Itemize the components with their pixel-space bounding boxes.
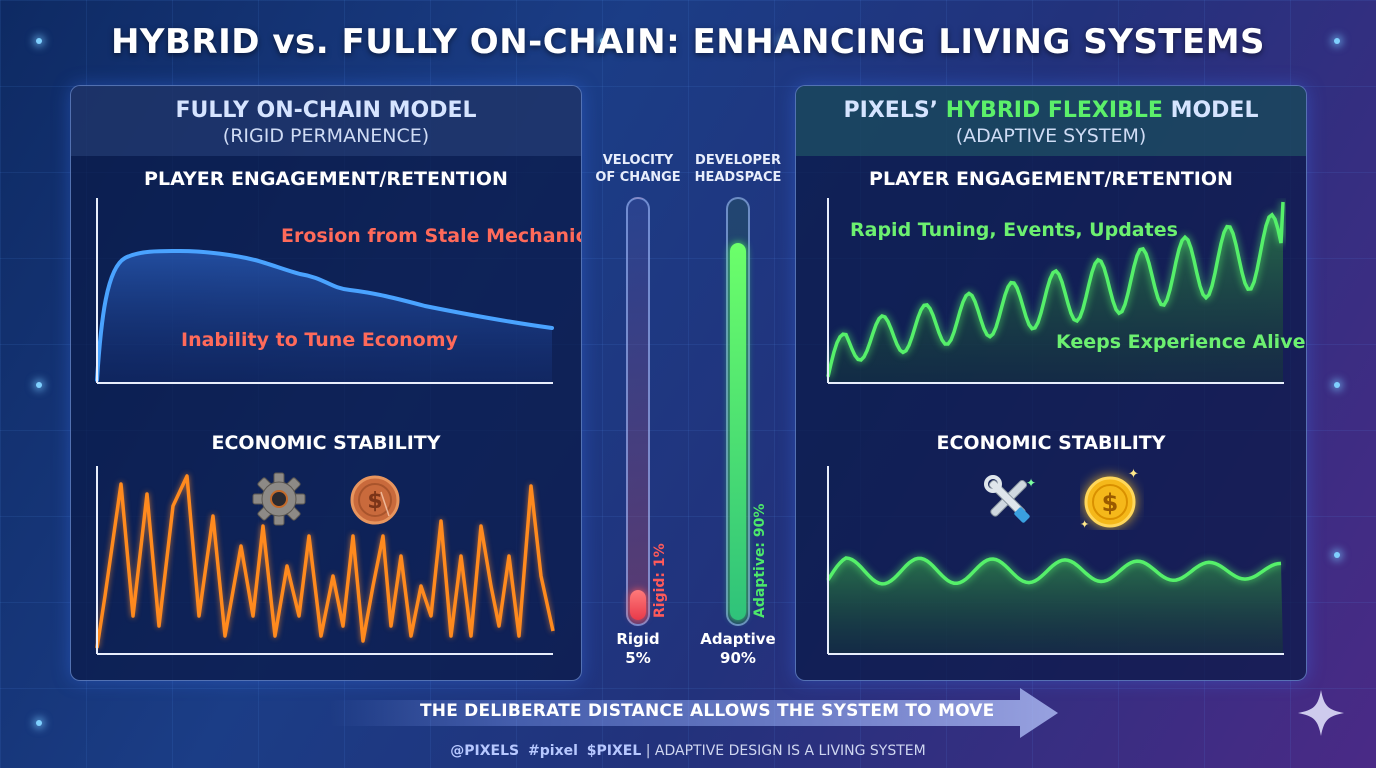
growth-area <box>828 202 1283 383</box>
meter-track <box>726 197 750 626</box>
engagement-chart <box>826 198 1285 384</box>
footer-ticker: $PIXEL <box>586 743 642 759</box>
svg-text:$: $ <box>1102 489 1119 517</box>
glow-dot <box>36 38 42 44</box>
keeps-alive-label: Keeps Experience Alive <box>1056 331 1306 353</box>
svg-text:$: $ <box>367 489 382 514</box>
title-pre: PIXELS’ <box>843 98 946 123</box>
footer-tag: #pixel <box>528 743 578 759</box>
glow-dot <box>36 382 42 388</box>
meter-head: DEVELOPER HEADSPACE <box>694 153 782 185</box>
stable-area <box>828 558 1283 654</box>
panel-header: FULLY ON-CHAIN MODEL (RIGID PERMANENCE) <box>71 86 581 156</box>
engagement-chart <box>95 198 554 384</box>
wrench-screwdriver-icon: ✦ <box>984 475 1036 523</box>
glow-dot <box>36 720 42 726</box>
engagement-line <box>95 248 554 382</box>
economy-title: ECONOMIC STABILITY <box>936 432 1166 454</box>
economy-volatile-line <box>95 474 555 649</box>
meter-track <box>626 197 650 626</box>
panel-header: PIXELS’ HYBRID FLEXIBLE MODEL (ADAPTIVE … <box>796 86 1306 156</box>
meter-vertical-label: Adaptive: 90% <box>752 503 768 618</box>
engagement-title: PLAYER ENGAGEMENT/RETENTION <box>144 168 508 190</box>
meter-foot: Rigid 5% <box>616 630 660 667</box>
panel-subtitle: (ADAPTIVE SYSTEM) <box>955 125 1147 147</box>
svg-text:✦: ✦ <box>1080 518 1089 530</box>
panel-title: PIXELS’ HYBRID FLEXIBLE MODEL <box>796 98 1306 123</box>
glow-dot <box>780 38 786 44</box>
rapid-tuning-label: Rapid Tuning, Events, Updates <box>850 219 1178 241</box>
erosion-label: Erosion from Stale Mechanics <box>281 225 582 247</box>
stable-line <box>826 556 1282 586</box>
page-title: HYBRID vs. FULLY ON-CHAIN: ENHANCING LIV… <box>110 22 1266 62</box>
dollar-coin-icon: $ ✦ ✦ <box>1080 467 1139 530</box>
glow-dot <box>600 38 606 44</box>
glow-dot <box>1334 38 1340 44</box>
svg-text:✦: ✦ <box>1026 476 1036 490</box>
footer: @PIXELS #pixel $PIXEL | ADAPTIVE DESIGN … <box>0 743 1376 759</box>
meter-head: VELOCITY OF CHANGE <box>595 153 681 185</box>
sparkle-icon <box>1298 690 1344 736</box>
inability-label: Inability to Tune Economy <box>181 329 458 351</box>
footer-handle: @PIXELS <box>450 743 520 759</box>
panel-title: FULLY ON-CHAIN MODEL <box>175 98 477 123</box>
fully-on-chain-panel: FULLY ON-CHAIN MODEL (RIGID PERMANENCE) … <box>70 85 582 681</box>
meter-foot: Adaptive 90% <box>700 630 776 667</box>
footer-separator: | <box>645 743 651 759</box>
growth-line <box>826 201 1285 378</box>
economy-chart <box>95 466 555 655</box>
panel-subtitle: (RIGID PERMANENCE) <box>222 125 430 147</box>
meter-vertical-label: Rigid: 1% <box>652 543 668 618</box>
svg-text:✦: ✦ <box>1128 467 1139 482</box>
title-post: MODEL <box>1162 98 1259 123</box>
glow-dot <box>1334 382 1340 388</box>
coin-icon: $ <box>350 475 400 525</box>
glow-dot <box>1334 552 1340 558</box>
hybrid-flexible-panel: PIXELS’ HYBRID FLEXIBLE MODEL (ADAPTIVE … <box>795 85 1307 681</box>
meter-fill <box>730 243 746 620</box>
meter-fill <box>630 590 646 620</box>
engagement-area <box>97 250 552 383</box>
economy-chart <box>826 466 1284 655</box>
deliberate-distance-arrow <box>330 688 1058 738</box>
economy-title: ECONOMIC STABILITY <box>211 432 441 454</box>
gear-icon <box>252 472 306 526</box>
engagement-title: PLAYER ENGAGEMENT/RETENTION <box>869 168 1233 190</box>
footer-tagline: ADAPTIVE DESIGN IS A LIVING SYSTEM <box>654 743 926 759</box>
title-highlight: HYBRID FLEXIBLE <box>945 98 1163 123</box>
